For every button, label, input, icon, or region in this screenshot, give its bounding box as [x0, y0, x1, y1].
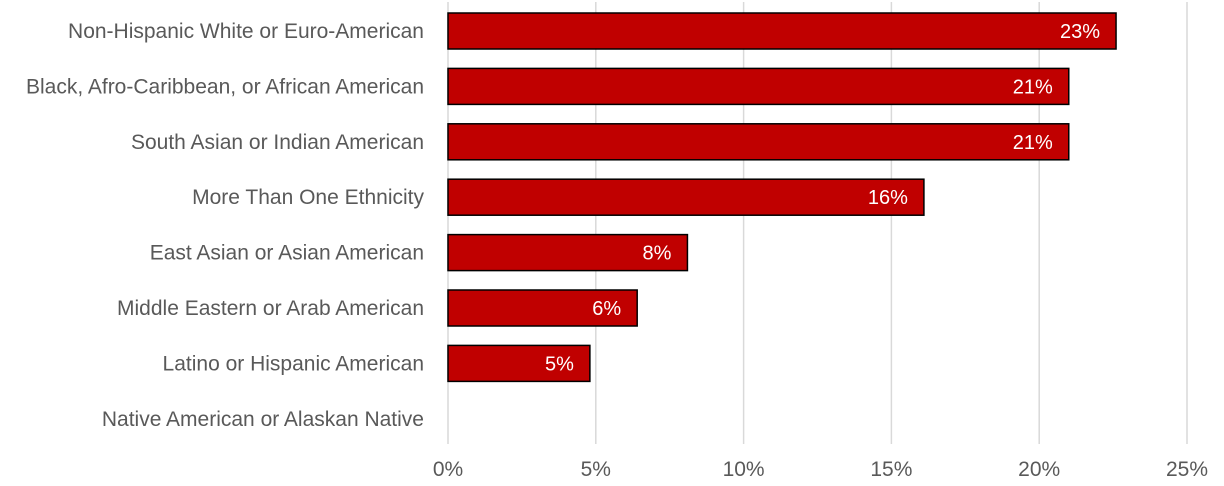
bars: 23% 21% 21% 16% 8% 6% 5%	[447, 12, 1117, 383]
category-label-5: Middle Eastern or Arab American	[117, 297, 424, 320]
bar-1	[447, 67, 1070, 106]
data-label-5: 6%	[592, 298, 621, 320]
data-label-0: 23%	[1060, 21, 1100, 43]
x-tick-label-0: 0%	[433, 458, 463, 481]
data-label-1: 21%	[1013, 76, 1053, 98]
bar-0	[447, 12, 1117, 50]
bar-4	[447, 233, 689, 272]
category-label-4: East Asian or Asian American	[150, 242, 424, 265]
category-label-2: South Asian or Indian American	[131, 131, 424, 154]
x-tick-label-3: 15%	[870, 458, 912, 481]
x-tick-label-5: 25%	[1166, 458, 1208, 481]
x-tick-label-2: 10%	[723, 458, 765, 481]
bar-2	[447, 123, 1070, 161]
data-label-2: 21%	[1013, 132, 1053, 154]
category-label-1: Black, Afro-Caribbean, or African Americ…	[26, 75, 424, 98]
bar-6	[447, 344, 591, 383]
bar-3	[447, 178, 925, 216]
category-label-0: Non-Hispanic White or Euro-American	[68, 20, 424, 43]
category-label-6: Latino or Hispanic American	[163, 352, 424, 375]
category-labels: Non-Hispanic White or Euro-American Black…	[26, 20, 425, 431]
bar-5	[447, 289, 638, 327]
x-tick-label-4: 20%	[1018, 458, 1060, 481]
data-label-6: 5%	[545, 353, 574, 375]
data-label-3: 16%	[868, 187, 908, 209]
x-tick-label-1: 5%	[581, 458, 611, 481]
category-label-3: More Than One Ethnicity	[192, 186, 424, 209]
data-label-4: 8%	[643, 243, 672, 265]
x-tick-labels: 0% 5% 10% 15% 20% 25%	[433, 458, 1208, 481]
category-label-7: Native American or Alaskan Native	[102, 408, 424, 431]
